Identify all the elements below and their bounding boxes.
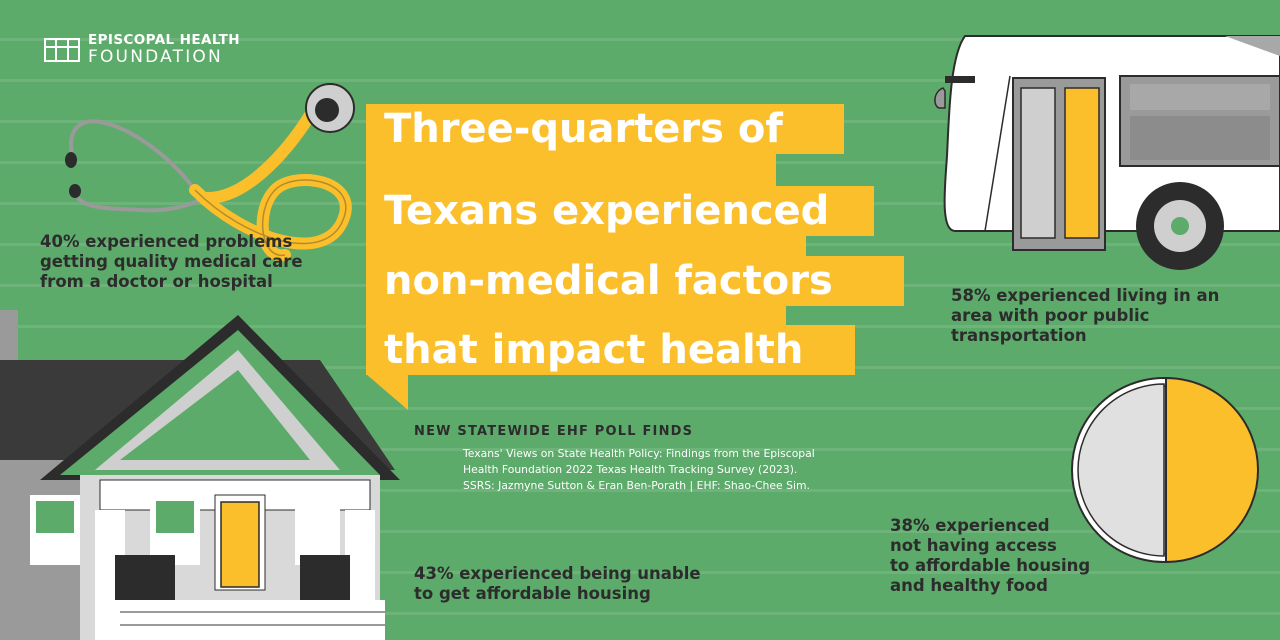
- stat-line: 58% experienced living in an: [951, 286, 1220, 305]
- headline-line-4: that impact health: [366, 325, 855, 375]
- stat-line: getting quality medical care: [40, 252, 303, 271]
- citation-line: SSRS: Jazmyne Sutton & Eran Ben-Porath |…: [463, 479, 810, 492]
- stat-line: 40% experienced problems: [40, 232, 293, 251]
- stat-line: transportation: [951, 326, 1087, 345]
- stethoscope-illustration: [65, 83, 355, 262]
- stat-housing: 43% experienced being unable to get affo…: [414, 564, 701, 604]
- stat-line: area with poor public: [951, 306, 1150, 325]
- stat-medical-care: 40% experienced problems getting quality…: [40, 232, 303, 292]
- citation: Texans' Views on State Health Policy: Fi…: [463, 446, 833, 494]
- stat-line: 38% experienced: [890, 516, 1050, 535]
- logo-line2: FOUNDATION: [88, 46, 223, 67]
- stat-line: to get affordable housing: [414, 584, 651, 603]
- headline-gap: [366, 306, 786, 325]
- logo: EPISCOPAL HEALTH FOUNDATION: [44, 32, 240, 67]
- citation-line: Texans' Views on State Health Policy: Fi…: [463, 447, 815, 460]
- stat-housing-food: 38% experienced not having access to aff…: [890, 516, 1090, 596]
- bus-illustration: [934, 35, 1280, 270]
- stat-line: not having access: [890, 536, 1057, 555]
- speech-tail: [366, 374, 408, 410]
- stat-transportation: 58% experienced living in an area with p…: [951, 286, 1219, 346]
- logo-line1: EPISCOPAL HEALTH: [88, 32, 240, 48]
- stat-line: 43% experienced being unable: [414, 564, 701, 583]
- citation-line: Health Foundation 2022 Texas Health Trac…: [463, 463, 798, 476]
- stat-line: from a doctor or hospital: [40, 272, 273, 291]
- headline-gap: [366, 236, 806, 256]
- grid-logo-icon: [44, 37, 80, 62]
- subtitle: NEW STATEWIDE EHF POLL FINDS: [414, 424, 694, 439]
- house-illustration: [0, 310, 400, 640]
- plate-illustration: [1071, 376, 1259, 564]
- stat-line: and healthy food: [890, 576, 1048, 595]
- stat-line: to affordable housing: [890, 556, 1091, 575]
- headline-line-1: Three-quarters of: [366, 104, 844, 154]
- headline-line-2: Texans experienced: [366, 186, 874, 236]
- headline-gap: [366, 154, 776, 186]
- headline-line-3: non-medical factors: [366, 256, 904, 306]
